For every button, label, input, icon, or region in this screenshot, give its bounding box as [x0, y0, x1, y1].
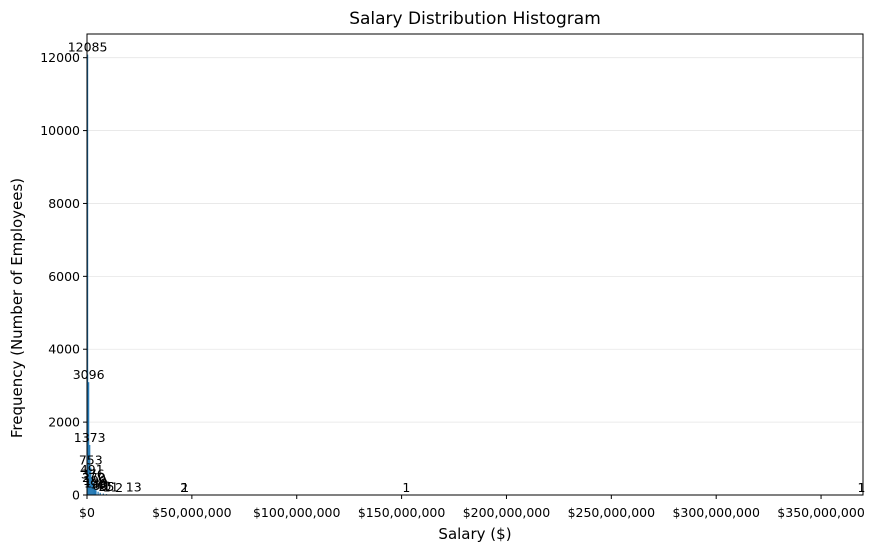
bar-value-label: 13 — [126, 480, 142, 495]
histogram-bar — [89, 444, 91, 495]
bar-value-label: 60 — [92, 478, 108, 493]
histogram-bar — [99, 492, 101, 495]
bar-value-label: 1 — [402, 480, 410, 495]
x-tick-label: $150,000,000 — [358, 505, 446, 520]
histogram-bar — [97, 491, 99, 495]
bar-value-label: 25 — [99, 479, 115, 494]
x-axis-title: Salary ($) — [438, 525, 511, 543]
bar-value-label: 1373 — [74, 430, 106, 445]
bar-value-label: 40 — [95, 479, 111, 494]
plot-frame — [86, 33, 864, 496]
histogram-bar — [95, 490, 97, 495]
histogram-bar — [94, 488, 96, 495]
bar-value-label: 753 — [79, 453, 103, 468]
y-tick-label: 2000 — [48, 415, 80, 430]
bar-value-label: 270 — [82, 470, 106, 485]
bar-value-label: 190 — [83, 473, 107, 488]
bar-value-label: 2 — [180, 480, 188, 495]
data-labels-layer: 1208530961373753491376270190130906040251… — [68, 40, 866, 495]
x-tick-label: $50,000,000 — [152, 505, 232, 520]
histogram-bar — [93, 485, 95, 495]
bar-value-label: 11 — [103, 480, 119, 495]
bar-value-label: 12085 — [68, 40, 108, 55]
x-tick-label: $200,000,000 — [463, 505, 551, 520]
x-tick-label: $100,000,000 — [253, 505, 341, 520]
histogram-bar — [90, 467, 92, 495]
histogram-bar — [87, 54, 89, 495]
y-tick-label: 12000 — [40, 50, 80, 65]
x-tick-label: $300,000,000 — [672, 505, 760, 520]
bar-value-label: 2 — [115, 480, 123, 495]
histogram-bar — [102, 493, 104, 495]
histogram-bar — [91, 477, 93, 495]
bar-value-label: 491 — [80, 462, 104, 477]
bar-value-label: 130 — [84, 475, 108, 490]
y-tick-label: 0 — [72, 488, 80, 503]
bars-layer — [87, 54, 863, 496]
bar-value-label: 3096 — [73, 367, 105, 382]
x-tick-label: $250,000,000 — [568, 505, 656, 520]
histogram-bar — [92, 481, 94, 495]
x-tick-label: $0 — [79, 505, 95, 520]
y-tick-label: 8000 — [48, 196, 80, 211]
bar-value-label: 1 — [181, 480, 189, 495]
grid-layer — [87, 57, 863, 423]
bar-value-label: 90 — [90, 477, 106, 492]
axes-layer: 0 2000 4000 6000 8000 10000 12000 $0 $50,000,000… — [40, 33, 865, 520]
x-tick-label: $350,000,000 — [777, 505, 865, 520]
y-tick-label: 6000 — [48, 269, 80, 284]
bar-value-label: 1 — [858, 480, 866, 495]
y-axis-title: Frequency (Number of Employees) — [8, 178, 26, 438]
histogram-bar — [88, 382, 90, 495]
y-tick-label: 4000 — [48, 342, 80, 357]
chart-title: Salary Distribution Histogram — [349, 9, 601, 29]
y-tick-label: 10000 — [40, 123, 80, 138]
